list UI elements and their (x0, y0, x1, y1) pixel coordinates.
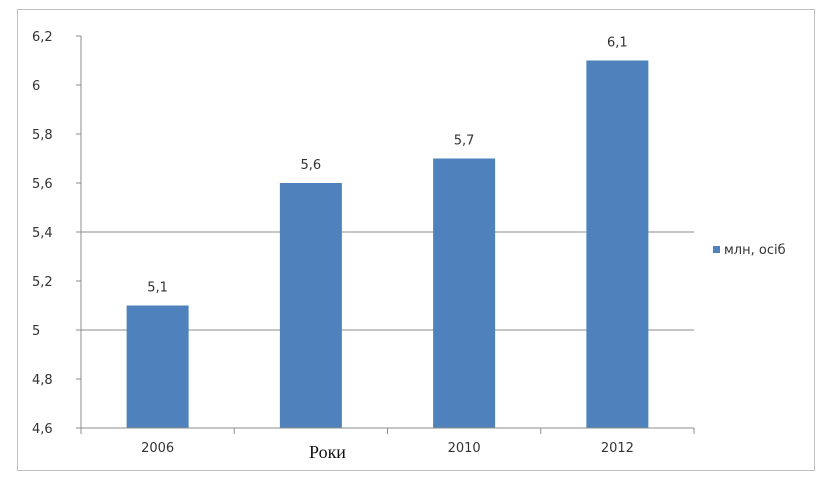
bar (279, 183, 342, 428)
x-axis-title: Роки (309, 442, 346, 462)
axes (76, 35, 695, 434)
bar (126, 305, 189, 428)
legend: млн, осіб (713, 243, 786, 258)
y-tick-label: 5,6 (32, 177, 53, 192)
y-tick-label: 6,2 (32, 30, 53, 45)
x-tick-label: 2010 (448, 441, 481, 456)
y-tick-label: 4,8 (32, 373, 53, 388)
y-tick-label: 4,6 (32, 422, 53, 437)
y-tick-labels: 4,6 4,8 5 5,2 5,4 5,6 5,8 6 6,2 (32, 30, 53, 437)
data-label: 5,7 (454, 134, 475, 149)
y-tick-label: 5 (32, 324, 40, 339)
legend-swatch (713, 246, 720, 253)
y-tick-label: 5,8 (32, 128, 53, 143)
data-label: 6,1 (607, 36, 628, 51)
x-tick-labels: 2006 2010 2012 (141, 441, 634, 456)
data-label: 5,1 (147, 281, 168, 296)
bars (126, 60, 649, 428)
data-label: 5,6 (301, 158, 322, 173)
y-tick-label: 5,2 (32, 275, 53, 290)
x-tick-label: 2012 (601, 441, 634, 456)
x-tick-label: 2006 (141, 441, 174, 456)
bar (586, 60, 649, 428)
legend-label: млн, осіб (724, 243, 786, 258)
chart-frame: 4,6 4,8 5 5,2 5,4 5,6 5,8 6 6,2 2006 2010 2012 5,1… (17, 9, 815, 471)
data-labels: 5,1 5,6 5,7 6,1 (147, 36, 627, 296)
y-tick-label: 6 (32, 79, 40, 94)
bar (433, 158, 496, 428)
y-tick-label: 5,4 (32, 226, 53, 241)
bar-chart: 4,6 4,8 5 5,2 5,4 5,6 5,8 6 6,2 2006 2010 2012 5,1… (32, 30, 786, 462)
